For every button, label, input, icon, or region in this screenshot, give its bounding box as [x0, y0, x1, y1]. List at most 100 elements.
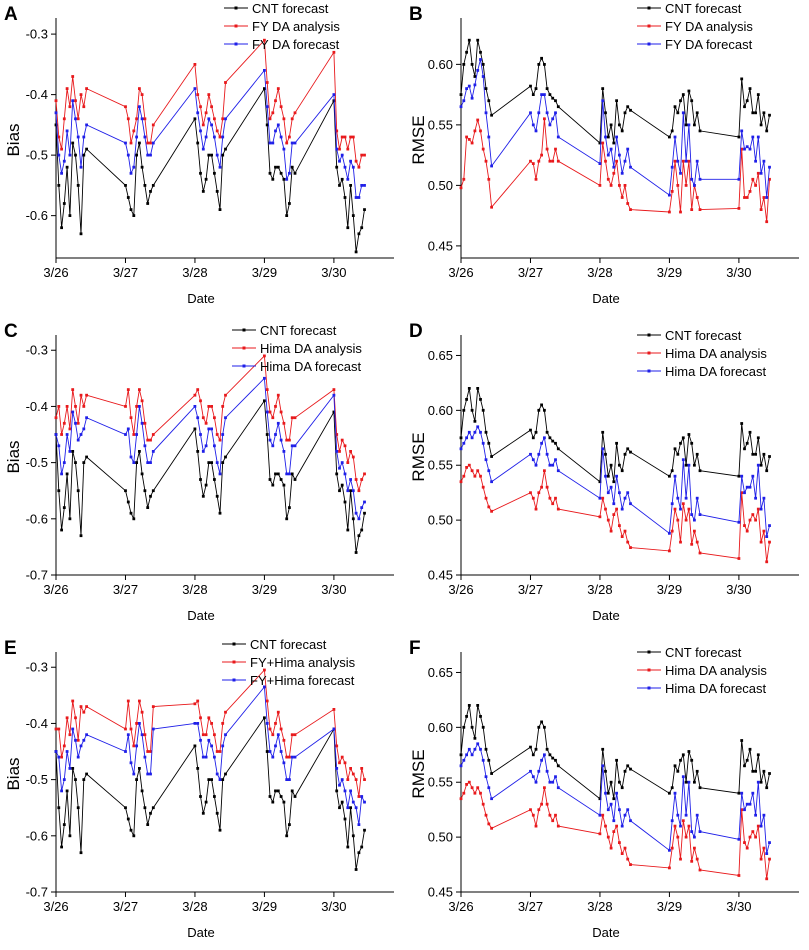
data-point [343, 789, 347, 793]
data-point [467, 463, 471, 467]
data-point [276, 789, 280, 793]
data-point [676, 452, 680, 456]
data-point [606, 791, 610, 795]
legend-label: FY DA forecast [252, 37, 340, 52]
data-point [65, 750, 69, 753]
data-point [132, 772, 136, 776]
data-point [82, 405, 86, 408]
data-point [201, 123, 205, 127]
data-point [684, 463, 688, 467]
data-point [221, 461, 225, 464]
series-cnt [459, 704, 771, 801]
data-point [340, 778, 344, 781]
data-point [487, 135, 491, 139]
data-point [681, 111, 685, 115]
data-point [687, 433, 691, 436]
data-point [543, 436, 546, 440]
data-point [79, 433, 83, 436]
data-point [737, 177, 741, 181]
data-point [349, 478, 352, 481]
data-point [363, 800, 366, 804]
data-point [762, 529, 766, 533]
data-point [529, 491, 532, 495]
x-tick-label: 3/26 [43, 582, 68, 597]
data-point [465, 715, 468, 718]
legend-label: CNT forecast [252, 1, 329, 16]
x-tick-label: 3/27 [518, 582, 543, 597]
data-point [668, 531, 671, 535]
data-point [473, 474, 477, 478]
data-point [54, 416, 58, 420]
data-point [762, 496, 766, 500]
data-point [129, 828, 133, 832]
panel-letter: D [409, 321, 423, 342]
data-point [60, 171, 63, 175]
data-point [340, 177, 344, 181]
data-point [465, 87, 468, 90]
data-point [479, 715, 482, 718]
data-point [537, 491, 541, 495]
data-point [288, 171, 291, 175]
legend-swatch-marker [647, 42, 651, 46]
panel-c-chart: C -0.7 -0.6 -0.5 -0.4 -0.3 3/26 3/27 3/28 3/29 3/3… [4, 321, 394, 623]
data-point [754, 769, 757, 773]
data-point [626, 540, 630, 544]
data-point [346, 147, 350, 151]
data-point [545, 485, 549, 489]
data-point [57, 489, 61, 493]
data-point [545, 87, 549, 90]
data-point [765, 877, 769, 881]
data-point [531, 162, 535, 165]
x-axis-title: Date [187, 925, 214, 940]
data-point [60, 147, 63, 151]
data-point [79, 744, 83, 748]
data-point [737, 874, 741, 877]
data-point [684, 184, 688, 187]
data-point [71, 410, 75, 414]
data-point [74, 99, 77, 103]
data-point [196, 767, 200, 770]
data-point [626, 764, 630, 768]
data-point [285, 517, 289, 521]
data-point [765, 469, 769, 473]
data-point [293, 478, 297, 481]
data-point [676, 835, 680, 839]
data-point [756, 507, 760, 511]
data-point [207, 427, 211, 431]
data-point [604, 452, 607, 456]
data-point [351, 214, 355, 217]
data-point [210, 123, 213, 127]
data-point [76, 421, 80, 425]
data-point [612, 171, 616, 175]
data-point [609, 780, 613, 784]
data-point [357, 489, 361, 493]
data-point [213, 171, 216, 175]
x-tick-label: 3/27 [113, 265, 138, 280]
data-point [354, 778, 358, 781]
series-analysis [459, 463, 771, 564]
data-point [135, 117, 138, 121]
data-point [748, 190, 752, 193]
data-point [623, 529, 627, 533]
data-point [459, 186, 463, 190]
data-point [462, 441, 466, 445]
data-point [604, 159, 607, 163]
data-point [288, 135, 291, 139]
data-point [135, 461, 138, 464]
data-point [282, 421, 286, 425]
data-point [340, 483, 344, 487]
data-point [679, 210, 682, 214]
data-point [351, 489, 355, 493]
y-tick-label: 0.45 [428, 568, 453, 583]
series-analysis [459, 117, 771, 224]
data-point [85, 393, 88, 397]
legend-swatch-marker [234, 24, 238, 28]
data-point [745, 529, 749, 533]
data-point [768, 524, 771, 527]
data-point [196, 450, 200, 453]
data-point [124, 105, 127, 109]
data-point [681, 753, 685, 757]
data-point [221, 722, 225, 725]
data-point [740, 77, 744, 81]
data-point [768, 540, 771, 544]
